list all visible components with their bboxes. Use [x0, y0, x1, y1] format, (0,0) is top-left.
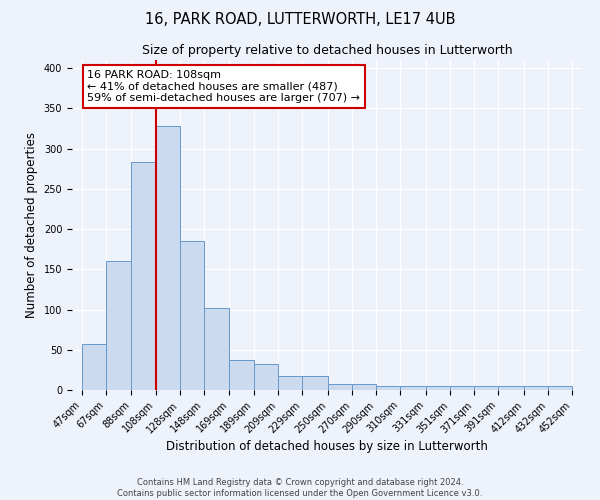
Bar	[450, 386, 474, 390]
X-axis label: Distribution of detached houses by size in Lutterworth: Distribution of detached houses by size …	[166, 440, 488, 453]
Bar	[155, 126, 180, 390]
Bar	[376, 386, 400, 390]
Bar	[400, 386, 426, 390]
Bar	[180, 241, 204, 390]
Bar	[106, 261, 131, 390]
Bar	[204, 308, 229, 390]
Text: 16 PARK ROAD: 108sqm
← 41% of detached houses are smaller (487)
59% of semi-deta: 16 PARK ROAD: 108sqm ← 41% of detached h…	[88, 70, 360, 103]
Bar	[131, 162, 155, 390]
Bar	[548, 386, 572, 390]
Title: Size of property relative to detached houses in Lutterworth: Size of property relative to detached ho…	[142, 44, 512, 58]
Text: 16, PARK ROAD, LUTTERWORTH, LE17 4UB: 16, PARK ROAD, LUTTERWORTH, LE17 4UB	[145, 12, 455, 28]
Bar	[278, 376, 302, 390]
Bar	[82, 344, 106, 390]
Y-axis label: Number of detached properties: Number of detached properties	[25, 132, 38, 318]
Text: Contains HM Land Registry data © Crown copyright and database right 2024.
Contai: Contains HM Land Registry data © Crown c…	[118, 478, 482, 498]
Bar	[499, 386, 524, 390]
Bar	[474, 386, 499, 390]
Bar	[328, 384, 352, 390]
Bar	[524, 386, 548, 390]
Bar	[426, 386, 450, 390]
Bar	[302, 376, 328, 390]
Bar	[352, 384, 376, 390]
Bar	[254, 364, 278, 390]
Bar	[229, 360, 254, 390]
